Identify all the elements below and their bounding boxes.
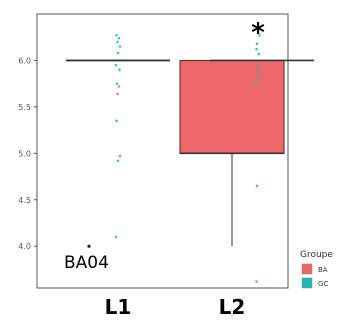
outlier-point	[87, 244, 91, 248]
jitter-point	[118, 68, 121, 72]
significance-star: *	[251, 18, 265, 48]
jitter-point	[254, 81, 258, 85]
jitter-point	[256, 63, 259, 67]
jitter-point	[115, 34, 118, 37]
legend-title: Groupe	[300, 250, 333, 260]
jitter-point	[115, 119, 118, 123]
y-axis: 4.0 4.5 5.0 5.5 6.0	[18, 56, 37, 251]
jitter-point	[118, 154, 122, 158]
jitter-point	[114, 63, 118, 67]
plot-marks	[66, 34, 314, 283]
jitter-point	[258, 34, 261, 37]
legend-label-gc: GC	[318, 280, 328, 288]
y-tick-label: 5.5	[18, 103, 31, 112]
jitter-point	[114, 235, 118, 239]
x-tick-label-l2: L2	[219, 295, 246, 319]
legend: Groupe BA GC	[300, 250, 333, 289]
jitter-point	[258, 70, 262, 73]
jitter-point	[256, 75, 260, 79]
box-ba	[179, 59, 285, 154]
y-tick-label: 4.0	[18, 242, 31, 251]
jitter-point	[257, 52, 261, 56]
x-tick-label-l1: L1	[105, 295, 132, 319]
legend-key-gc	[301, 277, 313, 289]
jitter-point	[255, 42, 259, 46]
jitter-point	[117, 85, 121, 88]
jitter-point	[255, 280, 258, 283]
jitter-point	[255, 184, 259, 188]
legend-key-ba	[301, 263, 313, 275]
x-axis: L1 L2	[105, 295, 246, 319]
y-tick-label: 5.0	[18, 149, 31, 158]
jitter-point	[116, 92, 119, 96]
jitter-point	[255, 47, 258, 51]
y-tick-label: 4.5	[18, 196, 31, 205]
y-tick-label: 6.0	[18, 56, 31, 65]
annotations: BA04 *	[64, 18, 265, 273]
jitter-point	[115, 82, 119, 85]
point-annotation: BA04	[64, 253, 109, 273]
jitter-point	[116, 159, 120, 163]
legend-label-ba: BA	[318, 266, 328, 274]
jitter-point	[117, 36, 121, 40]
jitter-point	[116, 40, 119, 44]
jitter-point	[116, 51, 120, 55]
jitter-point	[258, 87, 261, 90]
jitter-point	[118, 45, 122, 48]
